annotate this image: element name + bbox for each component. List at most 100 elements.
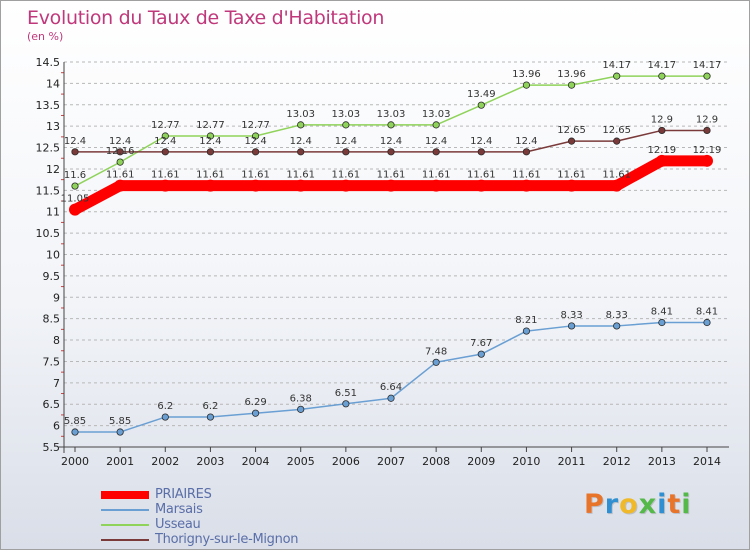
legend-label-usseau: Usseau [155, 517, 201, 532]
data-point [520, 179, 533, 192]
data-label: 6.64 [380, 382, 402, 393]
data-point [613, 322, 621, 330]
data-point [161, 148, 169, 156]
data-point [477, 101, 485, 109]
legend-item-priaires: PRIAIRES [101, 487, 361, 502]
data-point [116, 428, 124, 436]
data-label: 11.61 [557, 170, 586, 181]
y-tick-label: 5.5 [43, 441, 61, 454]
data-point [655, 154, 668, 167]
data-point [342, 400, 350, 408]
data-label: 14.17 [693, 60, 722, 71]
data-point [297, 148, 305, 156]
y-tick-label: 14.5 [36, 56, 61, 69]
data-label: 11.61 [422, 170, 451, 181]
data-label: 13.03 [377, 109, 406, 120]
data-point [432, 121, 440, 129]
y-tick-label: 8.5 [43, 313, 61, 326]
data-label: 12.4 [335, 136, 357, 147]
data-label: 11.05 [61, 194, 90, 205]
data-label: 11.61 [106, 170, 135, 181]
data-label: 12.4 [109, 136, 131, 147]
y-tick-label: 9.5 [43, 270, 61, 283]
data-label: 12.65 [602, 125, 631, 136]
logo-letter: i [657, 489, 668, 520]
series-line-marsais [74, 321, 708, 433]
chart-unit-label: (en %) [27, 30, 64, 43]
data-label: 12.4 [154, 136, 176, 147]
data-label: 12.9 [696, 114, 718, 125]
y-tick-label: 6.5 [43, 398, 61, 411]
data-label: 13.96 [512, 69, 541, 80]
data-label: 6.38 [290, 393, 312, 404]
data-point [71, 182, 79, 190]
x-tick-label: 2003 [196, 455, 224, 468]
data-label: 6.51 [335, 388, 357, 399]
legend-swatch-priaires [101, 490, 149, 499]
logo-letter: r [604, 489, 620, 520]
data-label: 12.16 [106, 146, 135, 157]
data-label: 11.6 [64, 170, 86, 181]
data-point [204, 179, 217, 192]
data-label: 8.21 [515, 315, 537, 326]
x-tick-label: 2011 [558, 455, 586, 468]
data-point [432, 148, 440, 156]
data-label: 12.4 [244, 136, 266, 147]
data-point [703, 72, 711, 80]
data-label: 12.9 [651, 114, 673, 125]
x-tick-label: 2010 [512, 455, 540, 468]
data-label: 12.4 [199, 136, 221, 147]
y-tick-label: 12 [46, 163, 60, 176]
x-tick-label: 2013 [648, 455, 676, 468]
data-label: 12.4 [515, 136, 537, 147]
data-point [658, 318, 666, 327]
data-point [339, 179, 352, 192]
data-label: 11.61 [196, 170, 225, 181]
x-tick-label: 2009 [467, 455, 495, 468]
data-point [297, 121, 305, 129]
y-tick-label: 13.5 [36, 99, 61, 112]
data-point [613, 72, 621, 80]
data-label: 7.67 [470, 338, 492, 349]
data-point [387, 394, 395, 402]
data-label: 12.4 [290, 136, 312, 147]
logo-letter: x [638, 489, 658, 520]
data-point [477, 148, 485, 156]
data-label: 11.61 [602, 170, 631, 181]
data-label: 11.61 [151, 170, 180, 181]
data-label: 12.65 [557, 125, 586, 136]
data-point [432, 358, 440, 366]
data-label: 14.17 [602, 60, 631, 71]
data-point [565, 179, 578, 192]
legend-label-thorigny: Thorigny-sur-le-Mignon [155, 532, 299, 547]
data-point [251, 132, 260, 140]
data-point [71, 148, 79, 156]
x-tick-label: 2001 [106, 455, 134, 468]
data-point [522, 148, 531, 156]
data-label: 11.61 [377, 170, 406, 181]
data-point [159, 179, 172, 192]
x-tick-label: 2002 [151, 455, 179, 468]
data-label: 14.17 [648, 60, 677, 71]
data-point [161, 413, 169, 421]
y-tick-label: 10 [46, 249, 60, 262]
y-tick-label: 7 [53, 377, 60, 390]
data-point [477, 350, 485, 358]
data-label: 13.96 [557, 69, 586, 80]
data-point [251, 409, 260, 417]
legend-swatch-thorigny [101, 538, 149, 541]
legend-label-marsais: Marsais [155, 502, 203, 517]
data-label: 5.85 [109, 416, 131, 427]
data-label: 11.61 [512, 170, 541, 181]
data-label: 13.03 [422, 109, 451, 120]
legend-label-priaires: PRIAIRES [155, 487, 212, 502]
legend-item-usseau: Usseau [101, 517, 361, 532]
x-tick-label: 2000 [61, 455, 89, 468]
data-point [249, 179, 262, 192]
legend-swatch-usseau [101, 523, 149, 526]
data-point [114, 179, 127, 192]
data-label: 12.19 [693, 145, 722, 156]
x-tick-label: 2012 [603, 455, 631, 468]
data-label: 11.61 [467, 170, 496, 181]
